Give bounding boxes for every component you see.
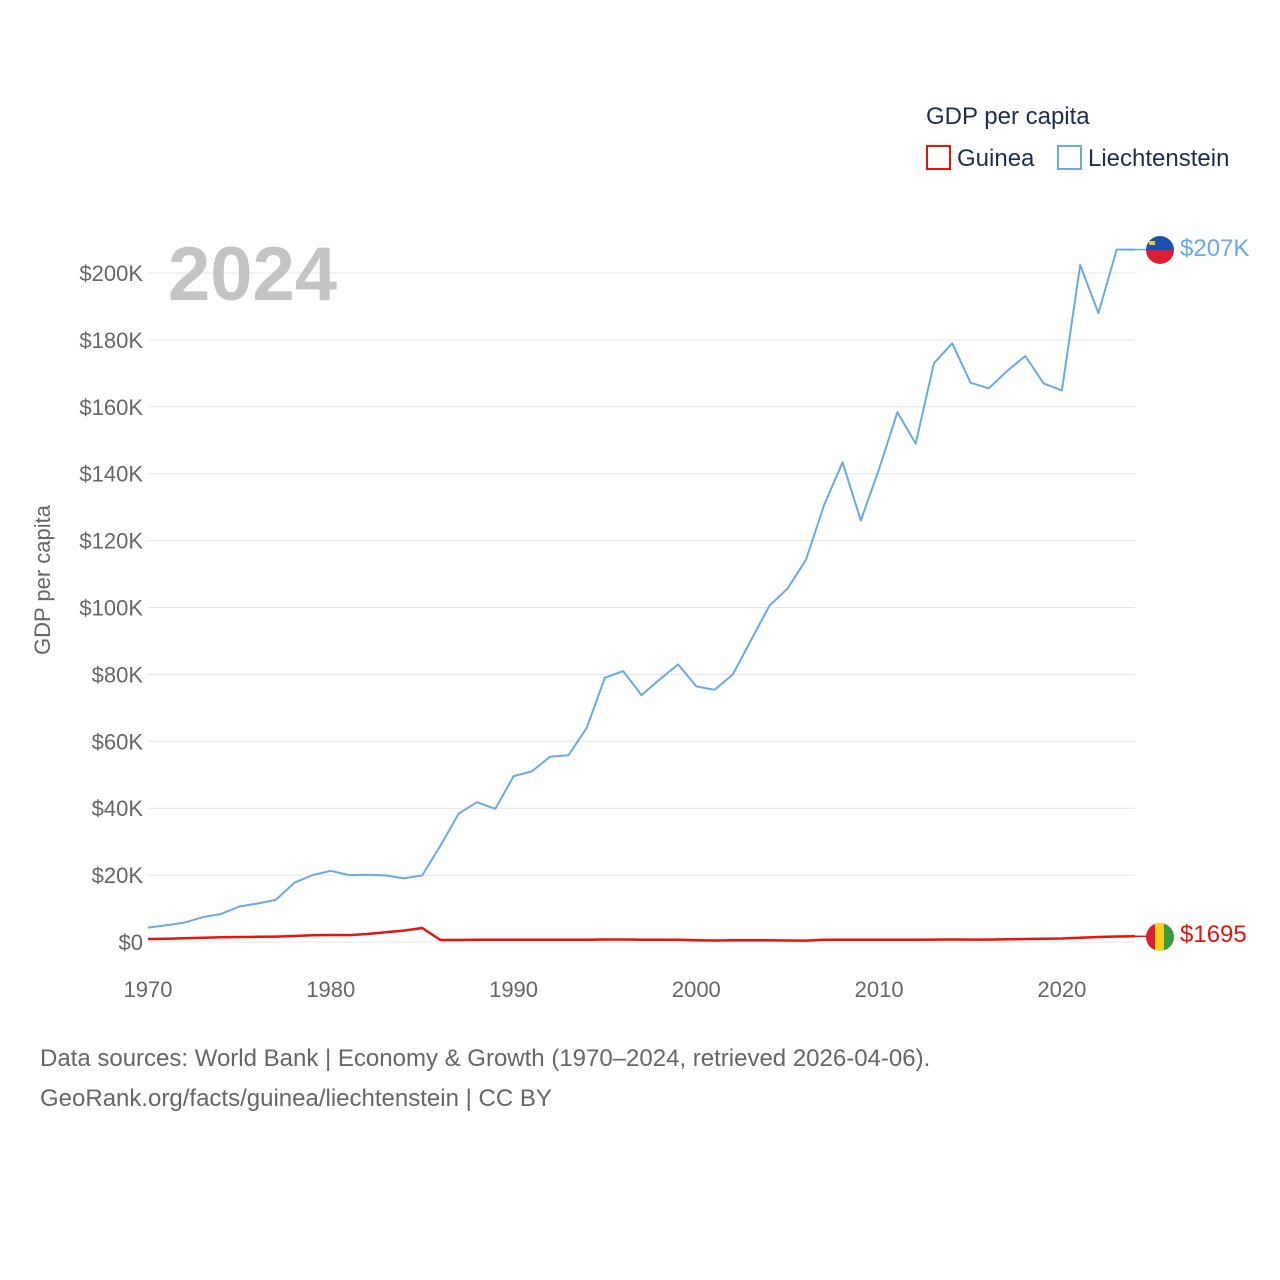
x-tick-label: 1970 [124, 977, 173, 1002]
series-line-guinea [147, 926, 1136, 942]
guinea-flag-icon [1146, 923, 1174, 951]
x-tick-label: 1980 [306, 977, 355, 1002]
gridlines [148, 272, 1135, 943]
y-tick-label: $200K [79, 261, 143, 286]
y-axis-label: GDP per capita [30, 504, 55, 655]
end-label-guinea: $1695 [1180, 921, 1247, 948]
y-tick-label: $100K [79, 596, 143, 621]
series-line-liechtenstein [147, 248, 1135, 929]
legend-title: GDP per capita [926, 103, 1090, 130]
attribution-link[interactable]: GeoRank.org/facts/guinea/liechtenstein |… [40, 1085, 552, 1112]
y-tick-label: $40K [92, 796, 144, 821]
series-end-markers [1135, 248, 1146, 938]
legend-swatch-guinea [926, 145, 951, 170]
y-tick-label: $140K [79, 462, 143, 487]
legend-label-liechtenstein[interactable]: Liechtenstein [1088, 145, 1229, 172]
legend: GDP per capita Guinea Liechtenstein [926, 103, 1229, 172]
liechtenstein-flag-icon [1146, 236, 1174, 264]
y-tick-label: $0 [119, 930, 143, 955]
y-tick-label: $120K [79, 529, 143, 554]
x-tick-label: 1990 [489, 977, 538, 1002]
year-watermark: 2024 [168, 232, 337, 317]
x-tick-label: 2020 [1037, 977, 1086, 1002]
series-lines [147, 248, 1136, 942]
source-line: Data sources: World Bank | Economy & Gro… [40, 1045, 931, 1072]
y-tick-label: $80K [92, 662, 144, 687]
y-tick-label: $160K [79, 395, 143, 420]
end-label-liechtenstein: $207K [1180, 235, 1249, 262]
x-axis-ticks: 1970 1980 1990 2000 2010 2020 [124, 977, 1087, 1002]
y-tick-label: $180K [79, 328, 143, 353]
legend-swatch-liechtenstein [1057, 145, 1082, 170]
y-tick-label: $20K [92, 863, 144, 888]
legend-label-guinea[interactable]: Guinea [957, 145, 1035, 172]
y-axis-ticks: $0 $20K $40K $60K $80K $100K $120K $140K $160K $1… [79, 261, 143, 955]
x-tick-label: 2000 [672, 977, 721, 1002]
x-tick-label: 2010 [855, 977, 904, 1002]
y-tick-label: $60K [92, 729, 144, 754]
